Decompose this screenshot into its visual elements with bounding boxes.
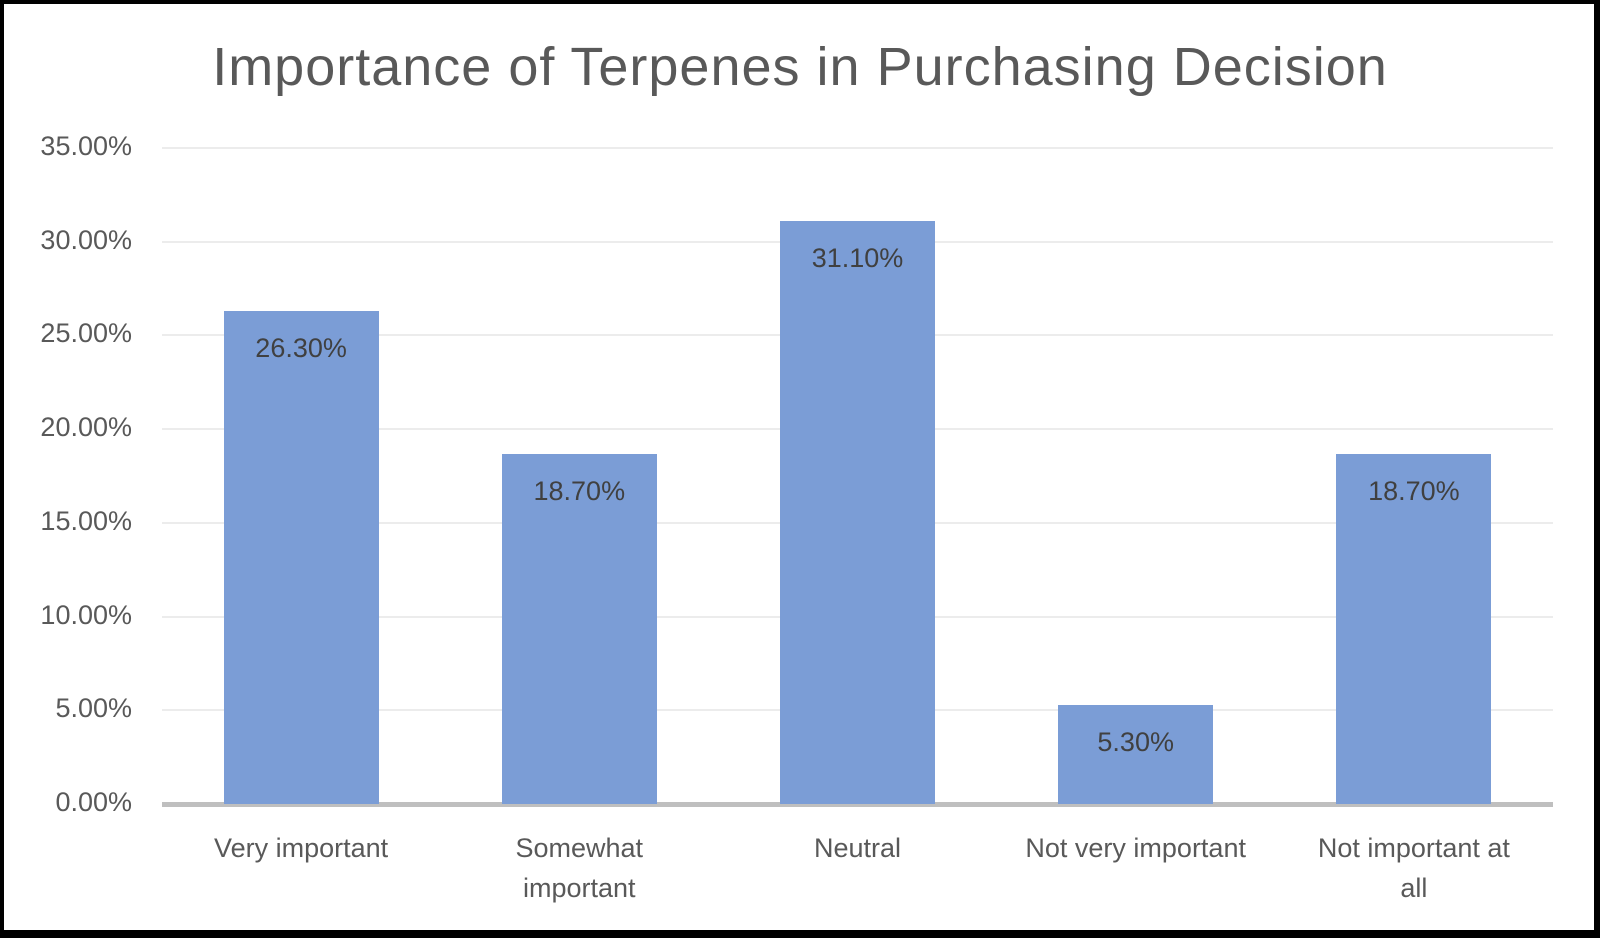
gridline [162, 147, 1553, 149]
x-axis-line [162, 802, 1553, 807]
y-tick-label: 15.00% [40, 505, 132, 536]
bar: 5.30% [1058, 704, 1214, 804]
bar: 18.70% [501, 453, 657, 804]
y-tick-label: 35.00% [40, 131, 132, 161]
bar: 26.30% [223, 311, 379, 804]
x-tick-label: Neutral [813, 833, 901, 863]
y-tick-label: 0.00% [55, 787, 132, 817]
data-label: 26.30% [255, 333, 347, 364]
x-tick-label: Somewhat important [515, 833, 644, 903]
data-label: 5.30% [1097, 726, 1174, 757]
data-label: 18.70% [533, 475, 626, 506]
x-tick-label: Very important [214, 833, 389, 863]
y-tick-label: 20.00% [40, 412, 132, 443]
y-tick-label: 10.00% [40, 599, 132, 630]
x-tick-label: Not important at all [1317, 833, 1510, 903]
data-label: 31.10% [811, 243, 904, 274]
bar: 18.70% [1336, 453, 1492, 804]
chart-title: Importance of Terpenes in Purchasing Dec… [212, 37, 1388, 97]
y-tick-label: 5.00% [55, 693, 132, 724]
data-label: 18.70% [1368, 475, 1460, 506]
y-tick-label: 25.00% [40, 318, 132, 349]
x-tick-label: Not very important [1025, 833, 1246, 863]
plot-area: 26.30% 18.70% 31.10% 5.30% 18.70% [162, 147, 1553, 807]
y-tick-label: 30.00% [40, 224, 132, 255]
bar: 31.10% [780, 221, 935, 804]
